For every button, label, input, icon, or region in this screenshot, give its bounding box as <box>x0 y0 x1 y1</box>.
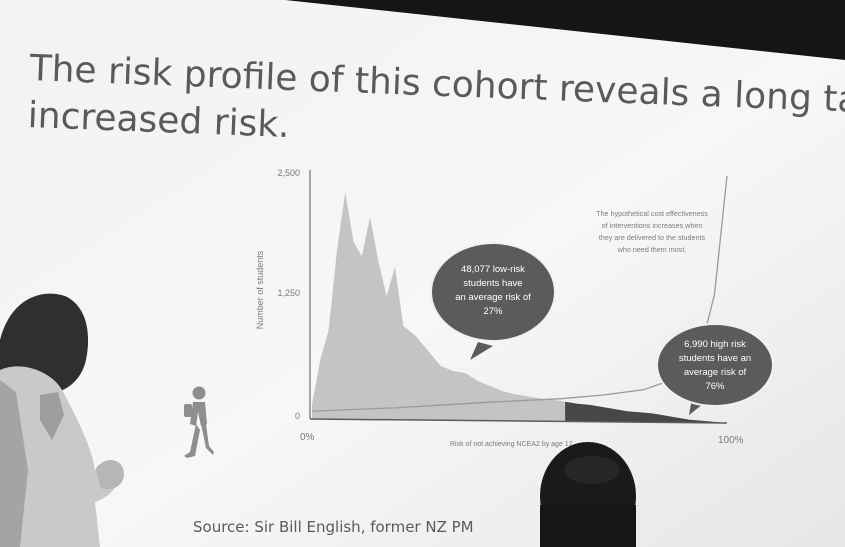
y-axis-label: Number of students <box>255 250 265 329</box>
svg-text:average risk of: average risk of <box>684 367 747 378</box>
high-risk-callout: 6,990 high risk students have an average… <box>656 323 774 415</box>
svg-text:students have: students have <box>463 278 522 289</box>
x-axis-label: Risk of not achieving NCEA2 by age 17 <box>450 441 573 448</box>
svg-text:they are delivered to the stud: they are delivered to the students <box>599 233 706 242</box>
y-tick-label: 0 <box>295 411 300 421</box>
svg-text:6,990 high risk: 6,990 high risk <box>684 339 746 350</box>
svg-text:27%: 27% <box>483 306 503 317</box>
x-tick-label: 0% <box>300 432 315 443</box>
y-tick-label: 1,250 <box>277 288 300 298</box>
high-risk-area <box>565 401 727 423</box>
slide-title-line2: increased risk. <box>27 95 290 146</box>
y-tick-label: 2,500 <box>277 168 300 178</box>
low-risk-callout: 48,077 low-risk students have an average… <box>430 242 556 360</box>
x-tick-label: 100% <box>718 435 744 446</box>
svg-text:students have an: students have an <box>679 353 751 364</box>
svg-text:of interventions increases whe: of interventions increases when <box>602 221 703 230</box>
low-risk-area <box>312 192 566 422</box>
svg-text:76%: 76% <box>705 381 725 392</box>
audience-head <box>540 442 636 547</box>
source-caption: Source: Sir Bill English, former NZ PM <box>193 518 474 536</box>
svg-text:an average risk of: an average risk of <box>455 292 531 303</box>
x-axis <box>309 418 728 424</box>
svg-text:The hypothetical cost effectiv: The hypothetical cost effectiveness <box>596 209 708 218</box>
svg-text:48,077 low-risk: 48,077 low-risk <box>461 264 525 275</box>
presenter-figure <box>0 293 124 547</box>
walking-student-icon <box>184 386 214 458</box>
risk-distribution-chart: 2,500 1,250 0 Number of students 0% 100%… <box>255 168 774 448</box>
curve-note: The hypothetical cost effectiveness of i… <box>596 209 708 254</box>
svg-text:who need them most.: who need them most. <box>617 245 687 254</box>
